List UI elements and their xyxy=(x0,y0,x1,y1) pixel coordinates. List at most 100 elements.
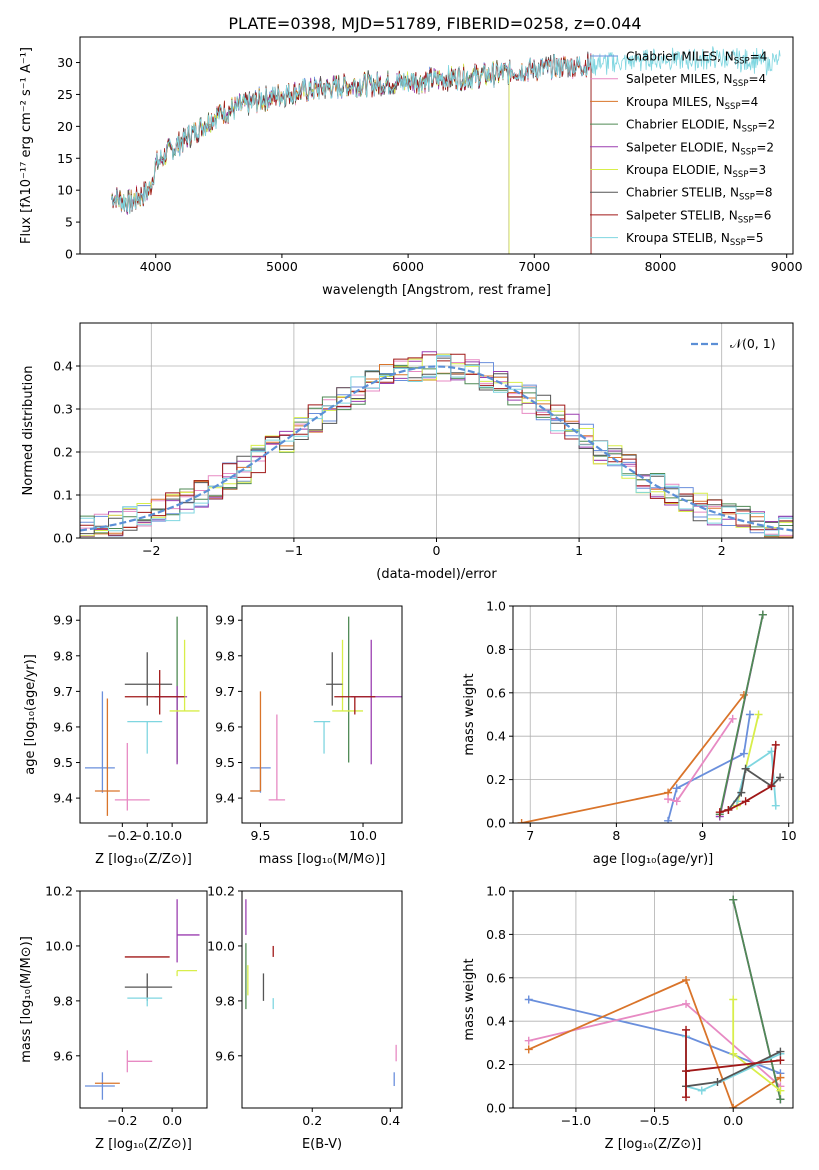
y-tick-label: 9.9 xyxy=(53,613,73,628)
marker-chabrier_stelib xyxy=(776,773,785,782)
axes-frame xyxy=(79,890,208,1109)
errorbar-kroupa_miles xyxy=(94,698,120,816)
y-tick-label: 10.2 xyxy=(207,884,235,899)
marker-kroupa_elodie xyxy=(729,1049,738,1058)
x-tick-label: 10.0 xyxy=(349,828,377,843)
marker-kroupa_miles xyxy=(729,1104,738,1108)
marker-chabrier_miles xyxy=(739,749,748,758)
errorbar-chabrier_miles xyxy=(84,1072,115,1100)
y-tick-label: 9.7 xyxy=(53,684,73,699)
x-tick-label: 0.0 xyxy=(162,1113,182,1128)
errorbar-kroupa_stelib xyxy=(313,720,331,754)
y-tick-label: 9.4 xyxy=(215,791,235,806)
legend-sub: SSP xyxy=(733,79,749,89)
figure-title: PLATE=0398, MJD=51789, FIBERID=0258, z=0… xyxy=(228,14,641,33)
marker-kroupa_miles xyxy=(682,975,691,984)
legend-label-chabrier_miles: Chabrier MILES, NSSP=4 xyxy=(626,50,767,67)
panel-mass_vs_Z: −0.2 0.0 9.6 9.8 10.0 10.2 Z [log₁₀(Z/Z⊙)] mass… xyxy=(19,884,208,1152)
y-tick-label: 9.5 xyxy=(215,755,235,770)
marker-salpeter_stelib xyxy=(776,1056,785,1065)
marker-kroupa_elodie xyxy=(729,995,738,1004)
panel-mass_weight_vs_Z: −1.0 −0.5 0.0 0.0 0.2 0.4 0.6 0.8 1.0 Z [log₁₀(Z/… xyxy=(462,884,794,1152)
y-axis-label: age [log₁₀(age/yr)] xyxy=(23,654,38,775)
histogram-salpeter_elodie xyxy=(80,351,793,537)
legend-text: Chabrier STELIB, N xyxy=(626,186,739,200)
y-tick-label: 0.2 xyxy=(486,772,506,787)
marker-salpeter_miles xyxy=(664,795,673,804)
y-tick-label: 0.4 xyxy=(53,359,73,374)
marker-chabrier_elodie xyxy=(776,1095,785,1104)
marker-kroupa_stelib xyxy=(771,801,780,810)
panel-age_vs_mass: 9.5 10.0 9.4 9.5 9.6 9.7 9.8 9.9 mass [log₁₀(M/M… xyxy=(215,605,403,867)
axes-frame xyxy=(79,605,208,824)
x-tick-label: 10 xyxy=(781,828,797,843)
y-tick-label: 0.3 xyxy=(53,402,73,417)
legend-label-chabrier_stelib: Chabrier STELIB, NSSP=8 xyxy=(626,186,773,203)
errorbar-salpeter_miles xyxy=(126,1050,153,1073)
x-axis-label: Z [log₁₀(Z/Z⊙)] xyxy=(605,1137,702,1152)
y-tick-label: 0.6 xyxy=(486,970,506,985)
y-tick-label: 1.0 xyxy=(486,599,506,614)
legend-label-kroupa_elodie: Kroupa ELODIE, NSSP=3 xyxy=(626,163,766,180)
errorbar-salpeter_elodie xyxy=(350,639,402,765)
x-tick-label: −0.2 xyxy=(107,1113,137,1128)
legend-text: Chabrier ELODIE, N xyxy=(626,118,742,132)
y-axis-label: mass [log₁₀(M/M⊙)] xyxy=(19,936,34,1063)
x-axis-label: age [log₁₀(age/yr)] xyxy=(593,852,714,867)
y-tick-label: 30 xyxy=(57,55,73,70)
marker-chabrier_stelib xyxy=(776,1047,785,1056)
line-chabrier_elodie xyxy=(718,614,764,815)
errorbar-salpeter_elodie xyxy=(176,899,200,963)
legend-tail: =2 xyxy=(758,118,776,132)
x-tick-label: 7000 xyxy=(518,259,550,274)
x-tick-label: −2 xyxy=(142,543,160,558)
y-tick-label: 9.6 xyxy=(215,719,235,734)
errorbar-kroupa_elodie xyxy=(169,639,200,712)
legend-label-salpeter_miles: Salpeter MILES, NSSP=4 xyxy=(626,72,766,89)
plot-area-age_vs_mass xyxy=(250,616,402,801)
y-axis-label: mass weight xyxy=(462,958,477,1040)
legend-tail: =4 xyxy=(748,72,766,86)
legend-label-salpeter_elodie: Salpeter ELODIE, NSSP=2 xyxy=(626,140,774,157)
y-tick-label: 10.2 xyxy=(45,884,73,899)
marker-salpeter_stelib xyxy=(741,797,750,806)
legend-text: Salpeter STELIB, N xyxy=(626,208,738,222)
marker-chabrier_stelib xyxy=(737,788,746,797)
line-kroupa_elodie xyxy=(732,999,781,1092)
x-tick-label: 5000 xyxy=(266,259,298,274)
legend-text: Kroupa MILES, N xyxy=(626,95,725,109)
panel-residuals: −2 −1 0 1 2 0.0 0.1 0.2 0.3 0.4 (data-model)/error… xyxy=(21,322,794,582)
x-axis-label: Z [log₁₀(Z/Z⊙)] xyxy=(95,1137,192,1152)
errorbar-chabrier_stelib xyxy=(124,973,173,1001)
marker-salpeter_stelib xyxy=(682,1093,691,1102)
marker-salpeter_stelib xyxy=(715,808,724,817)
marker-kroupa_elodie xyxy=(754,710,763,719)
y-tick-label: 0.0 xyxy=(53,531,73,546)
y-tick-label: 9.4 xyxy=(53,791,73,806)
y-tick-label: 9.9 xyxy=(215,613,235,628)
legend-text: Chabrier MILES, N xyxy=(626,50,734,64)
x-tick-label: 8 xyxy=(612,828,620,843)
normal-curve xyxy=(80,365,793,532)
x-tick-label: 2 xyxy=(718,543,726,558)
line-salpeter_stelib xyxy=(685,1029,781,1098)
y-tick-label: 10.0 xyxy=(45,938,73,953)
legend-tail: =4 xyxy=(750,50,768,64)
marker-salpeter_miles xyxy=(524,1036,533,1045)
x-tick-label: 8000 xyxy=(645,259,677,274)
x-tick-label: 0.0 xyxy=(723,1113,743,1128)
marker-kroupa_miles xyxy=(524,1045,533,1054)
legend-label-kroupa_stelib: Kroupa STELIB, NSSP=5 xyxy=(626,231,764,248)
marker-kroupa_stelib xyxy=(697,1086,706,1095)
y-tick-label: 0.4 xyxy=(486,1014,506,1029)
x-tick-label: 9.5 xyxy=(251,828,271,843)
spectrum-line-kroupa_stelib xyxy=(111,46,781,214)
x-tick-label: 4000 xyxy=(140,259,172,274)
y-tick-label: 9.6 xyxy=(53,1048,73,1063)
x-axis-label: E(B-V) xyxy=(302,1137,342,1152)
legend-label-chabrier_elodie: Chabrier ELODIE, NSSP=2 xyxy=(626,118,775,135)
errorbar-salpeter_miles xyxy=(268,714,286,801)
errorbar-chabrier_stelib xyxy=(124,652,173,706)
axes-frame xyxy=(512,890,794,1109)
